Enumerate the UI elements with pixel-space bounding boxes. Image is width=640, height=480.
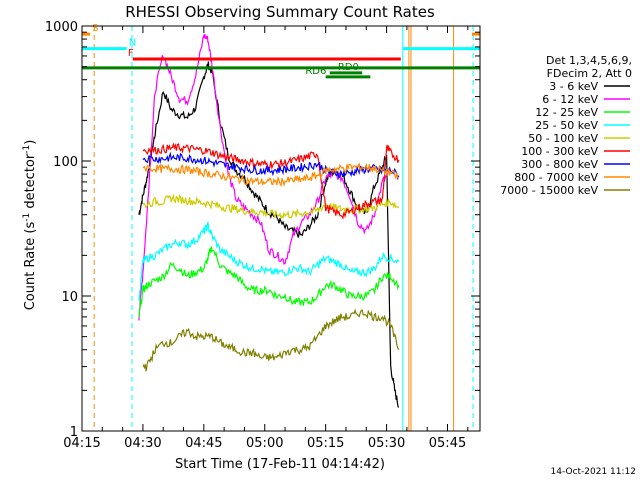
legend-label-3: 25 - 50 keV [535,119,598,132]
series-line-7 [142,162,400,187]
series-line-4 [142,193,400,220]
legend-label-0: 3 - 6 keV [549,80,598,93]
series-line-3 [138,220,400,301]
chart-title: RHESSI Observing Summary Count Rates [125,3,435,21]
y-tick-label-1: 10 [61,290,78,305]
flag-bars: S NF RD0 RD6 [82,23,480,79]
y-axis-label-end: ) [23,140,38,145]
x-tick-label-3: 05:00 [246,436,283,451]
series-line-1 [138,33,391,321]
x-tick-label-6: 05:45 [429,436,466,451]
series-line-6 [142,151,400,181]
x-tick-label-4: 05:15 [307,436,344,451]
x-axis-label: Start Time (17-Feb-11 04:14:42) [175,457,385,472]
axes-group: 04:15 04:30 04:45 05:00 05:15 05:30 05:45 1 10 10… [45,20,480,451]
series-line-2 [138,246,400,318]
legend-label-2: 12 - 25 keV [535,106,598,119]
footer-timestamp: 14-Oct-2021 11:12 [551,467,636,477]
legend-label-5: 100 - 300 keV [521,145,598,158]
flag-label-2: F [128,48,134,59]
vertical-markers [93,26,474,431]
x-tick-label-5: 05:30 [368,436,405,451]
y-tick-label-3: 1000 [45,20,78,35]
flag-label-0: S [92,23,98,34]
legend-label-4: 50 - 100 keV [528,132,598,145]
x-tick-label-2: 04:45 [185,436,222,451]
legend-label-8: 7000 - 15000 keV [500,184,598,197]
y-axis-label-main: Count Rate (s [23,222,38,311]
plot-frame [81,25,481,432]
series-group [138,33,400,408]
legend-header-0: Det 1,3,4,5,6,9, [546,54,632,67]
y-axis-label-sup2: -1 [22,145,32,154]
series-line-5 [142,142,400,220]
legend-header-1: FDecim 2, Att 0 [547,67,632,80]
legend-label-1: 6 - 12 keV [542,93,598,106]
y-tick-label-2: 100 [53,155,78,170]
flag-label-4: RD0 [338,62,359,73]
legend-label-7: 800 - 7000 keV [514,171,598,184]
legend: Det 1,3,4,5,6,9,FDecim 2, Att 03 - 6 keV… [500,54,632,197]
y-tick-label-0: 1 [70,425,78,440]
x-tick-label-1: 04:30 [124,436,161,451]
y-axis-label-sup1: -1 [22,213,32,222]
y-axis-label-mid: detector [23,153,38,213]
flag-label-1: N [129,38,136,49]
legend-label-6: 300 - 800 keV [521,158,598,171]
y-axis-label: Count Rate (s-1 detector-1) [22,140,38,311]
flag-label-5: RD6 [305,66,326,77]
x-tick-label-0: 04:15 [63,436,100,451]
series-line-8 [142,308,400,373]
